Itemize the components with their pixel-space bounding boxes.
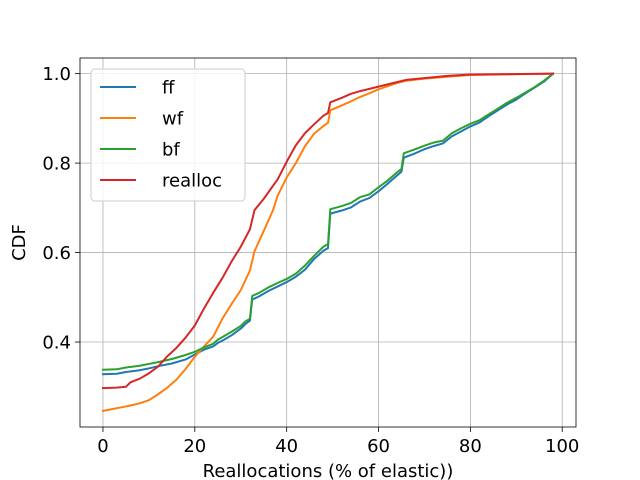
y-tick-label: 0.6: [42, 243, 71, 264]
y-tick-label: 0.8: [42, 154, 71, 175]
x-tick-label: 60: [367, 436, 390, 457]
legend-box: [90, 68, 246, 202]
legend-label-realloc: realloc: [162, 171, 222, 192]
x-axis-label: Reallocations (% of elastic)): [203, 461, 454, 480]
x-tick-label: 0: [97, 436, 108, 457]
legend-label-ff: ff: [162, 78, 175, 99]
y-tick-label: 0.4: [42, 333, 71, 354]
legend-label-bf: bf: [162, 140, 180, 161]
x-tick-label: 100: [545, 436, 579, 457]
plot-frame: [79, 57, 577, 428]
tick-layer: 0 20 40 60 80 100 0.4 0.6 0.8 1.0: [42, 64, 579, 457]
legend-label-wf: wf: [162, 109, 184, 130]
legend: ff wf bf realloc: [90, 68, 246, 202]
y-tick-label: 1.0: [42, 64, 71, 85]
series-layer: [101, 72, 555, 413]
series-line-wf: [101, 72, 555, 413]
series-line-realloc: [101, 72, 555, 390]
x-tick-label: 20: [183, 436, 206, 457]
legend-items: ff wf bf realloc: [100, 78, 222, 192]
series-line-bf: [101, 72, 555, 371]
x-tick-label: 80: [459, 436, 482, 457]
y-axis-label: CDF: [9, 224, 30, 261]
x-tick-label: 40: [275, 436, 298, 457]
